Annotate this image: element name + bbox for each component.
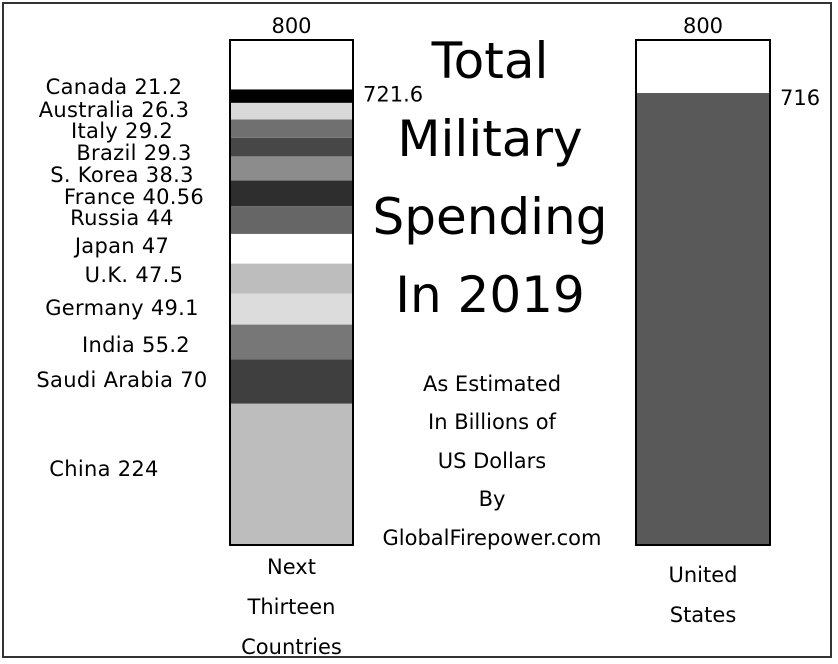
chart-subtitle-line-0: As Estimated	[423, 372, 561, 396]
chart-title-line-0: Total	[431, 32, 549, 90]
us-segment	[636, 93, 770, 546]
chart-subtitle-line-3: By	[479, 487, 506, 511]
segment-label-6: Russia 44	[70, 206, 174, 230]
chart-subtitle-line-1: In Billions of	[428, 410, 557, 434]
segment-3	[230, 293, 353, 325]
top-value-label-1: 800	[683, 14, 723, 38]
segment-label-7: France 40.56	[64, 185, 204, 209]
segment-9	[230, 137, 353, 157]
segment-label-11: Australia 26.3	[39, 98, 190, 122]
category-label-0-2: Countries	[241, 635, 342, 659]
segment-8	[230, 156, 353, 181]
segment-label-10: Italy 29.2	[71, 119, 173, 143]
segment-5	[230, 233, 353, 264]
chart-title-line-3: In 2019	[395, 266, 585, 324]
segment-label-8: S. Korea 38.3	[50, 163, 194, 187]
segment-12	[230, 89, 353, 103]
top-value-label-0: 800	[271, 14, 311, 38]
segment-label-3: Germany 49.1	[45, 296, 199, 320]
segment-label-0: China 224	[49, 457, 158, 481]
segment-label-9: Brazil 29.3	[76, 141, 191, 165]
segment-label-5: Japan 47	[73, 234, 169, 258]
segment-0	[230, 403, 353, 545]
segment-7	[230, 180, 353, 207]
bar-outline-0	[229, 39, 354, 546]
segment-2	[230, 324, 353, 360]
category-label-0-0: Next	[267, 555, 316, 579]
segment-label-2: India 55.2	[82, 333, 190, 357]
total-value-label-0: 721.6	[363, 82, 423, 106]
segment-label-12: Canada 21.2	[46, 75, 183, 99]
category-label-1-0: United	[669, 563, 738, 587]
chart-subtitle-line-2: US Dollars	[438, 449, 547, 473]
chart-title-line-1: Military	[397, 110, 582, 168]
chart-title-line-2: Spending	[373, 188, 608, 246]
category-label-1-1: States	[670, 603, 737, 627]
military-spending-chart: China 224 Saudi Arabia 70 India 55.2 German…	[36, 14, 820, 659]
segment-1	[230, 359, 353, 404]
segment-10	[230, 119, 353, 138]
category-label-0-1: Thirteen	[247, 595, 336, 619]
chart-subtitle-line-4: GlobalFirepower.com	[383, 526, 602, 550]
segment-4	[230, 263, 353, 294]
segment-6	[230, 206, 353, 234]
segment-label-4: U.K. 47.5	[85, 263, 184, 287]
total-value-label-1: 716	[780, 86, 820, 110]
bar-outline-1	[635, 39, 771, 546]
segment-label-1: Saudi Arabia 70	[36, 368, 207, 392]
segment-11	[230, 102, 353, 120]
